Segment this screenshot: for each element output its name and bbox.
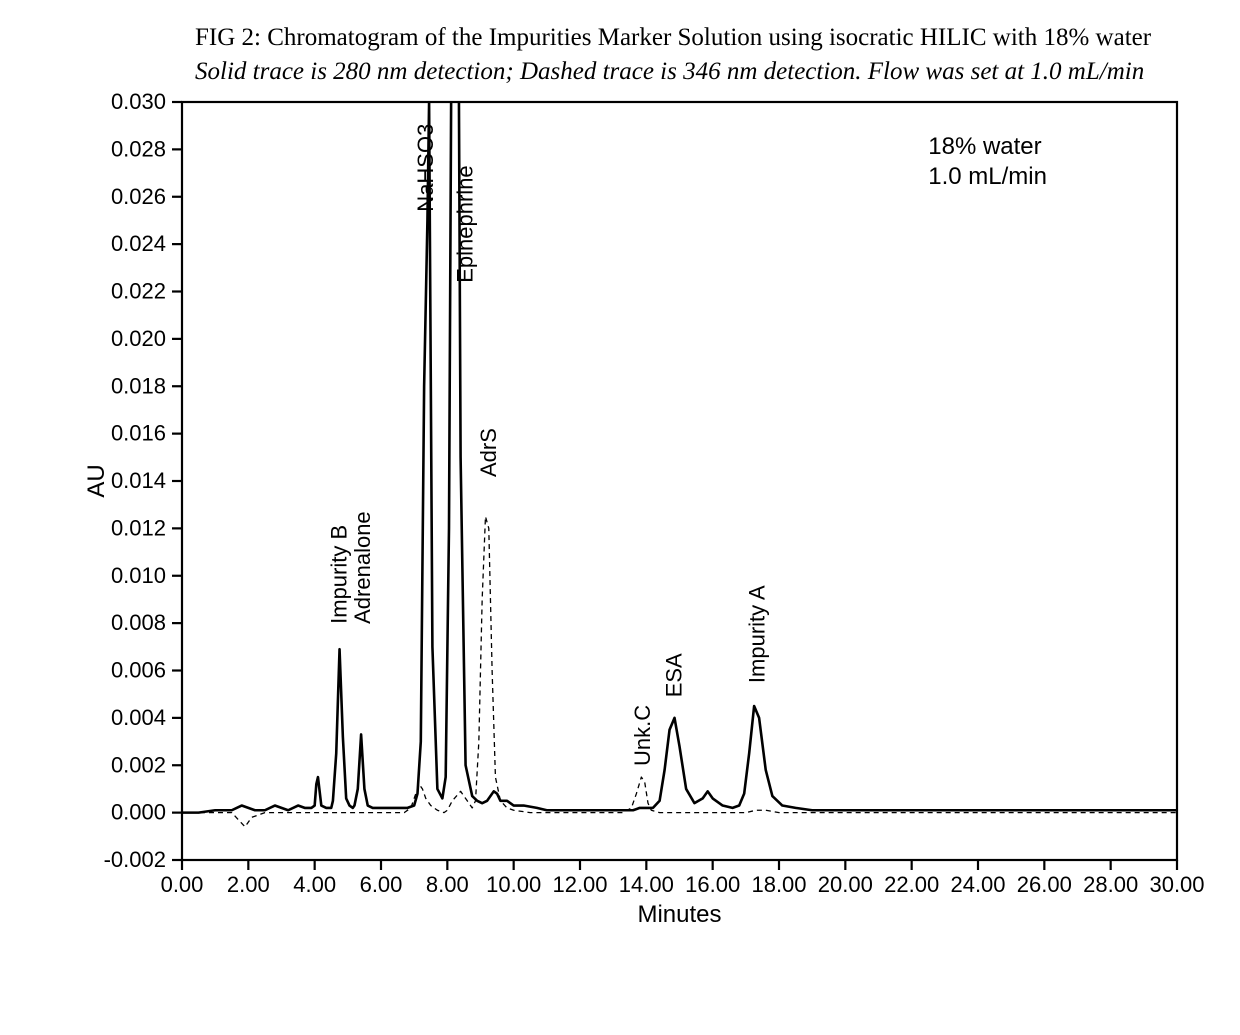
x-tick-label: 12.00 xyxy=(552,872,607,897)
x-tick-label: 6.00 xyxy=(360,872,403,897)
y-tick-label: 0.024 xyxy=(111,231,166,256)
peak-label: Adrenalone xyxy=(350,511,375,624)
y-tick-label: 0.012 xyxy=(111,515,166,540)
peak-label: ESA xyxy=(662,653,687,697)
y-tick-label: 0.010 xyxy=(111,563,166,588)
y-tick-label: 0.014 xyxy=(111,468,166,493)
x-tick-label: 2.00 xyxy=(227,872,270,897)
figure-page: FIG 2: Chromatogram of the Impurities Ma… xyxy=(0,0,1240,1035)
y-tick-label: 0.000 xyxy=(111,800,166,825)
y-tick-label: 0.008 xyxy=(111,610,166,635)
y-tick-label: 0.018 xyxy=(111,373,166,398)
x-tick-label: 20.00 xyxy=(818,872,873,897)
y-tick-label: 0.030 xyxy=(111,89,166,114)
annotation-line: 18% water xyxy=(928,133,1041,160)
y-tick-label: 0.028 xyxy=(111,136,166,161)
x-tick-label: 22.00 xyxy=(884,872,939,897)
x-tick-label: 18.00 xyxy=(751,872,806,897)
figure-title-line2: Solid trace is 280 nm detection; Dashed … xyxy=(195,58,1144,86)
y-axis-label: AU xyxy=(83,464,110,497)
peak-label: NaHSO3 xyxy=(413,124,438,212)
y-tick-label: 0.002 xyxy=(111,752,166,777)
x-tick-label: 8.00 xyxy=(426,872,469,897)
x-tick-label: 4.00 xyxy=(293,872,336,897)
peak-label: Epinephrine xyxy=(453,165,478,282)
x-tick-label: 0.00 xyxy=(161,872,204,897)
x-tick-label: 24.00 xyxy=(950,872,1005,897)
y-tick-label: -0.002 xyxy=(104,847,166,872)
x-tick-label: 26.00 xyxy=(1017,872,1072,897)
x-tick-label: 30.00 xyxy=(1149,872,1204,897)
y-tick-label: 0.004 xyxy=(111,705,166,730)
peak-label: Impurity A xyxy=(744,585,769,683)
y-tick-label: 0.020 xyxy=(111,326,166,351)
peak-label: Impurity B xyxy=(327,525,352,624)
x-axis-label: Minutes xyxy=(637,901,721,928)
peak-label: AdrS xyxy=(476,428,501,477)
y-tick-label: 0.006 xyxy=(111,658,166,683)
y-tick-label: 0.016 xyxy=(111,421,166,446)
annotation-line: 1.0 mL/min xyxy=(928,163,1047,190)
y-tick-label: 0.022 xyxy=(111,279,166,304)
figure-title-line1: FIG 2: Chromatogram of the Impurities Ma… xyxy=(195,24,1151,52)
chromatogram-chart: -0.002 0.000 0.002 0.004 0.006 0.008 0.010 0.01… xyxy=(0,0,1240,1035)
peak-label: Unk.C xyxy=(630,705,655,766)
x-tick-label: 16.00 xyxy=(685,872,740,897)
y-tick-label: 0.026 xyxy=(111,184,166,209)
x-tick-label: 10.00 xyxy=(486,872,541,897)
x-tick-label: 28.00 xyxy=(1083,872,1138,897)
x-tick-label: 14.00 xyxy=(619,872,674,897)
